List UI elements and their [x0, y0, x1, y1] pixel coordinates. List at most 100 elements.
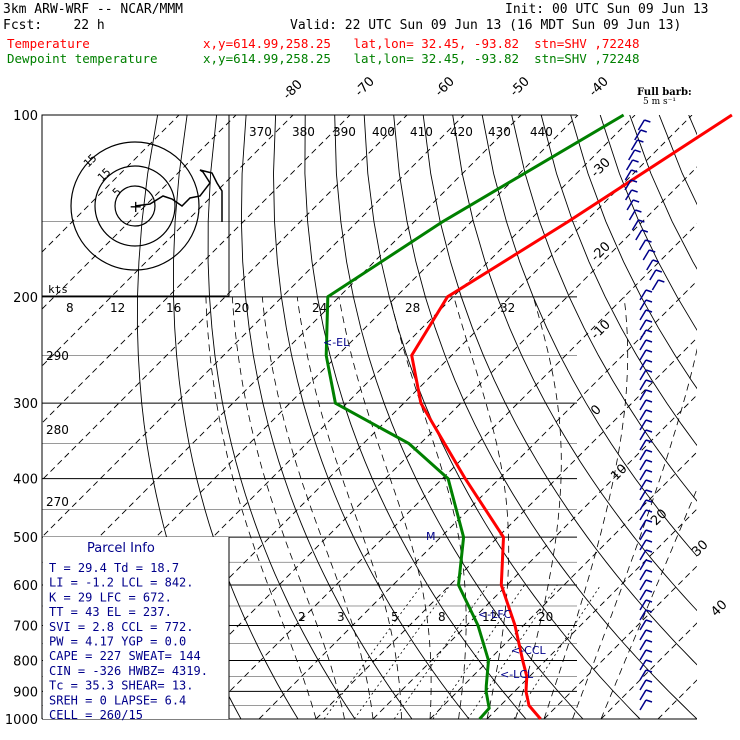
wind-barb [639, 379, 653, 391]
wind-barb [639, 349, 653, 361]
mixing-ratio-label: 8 [438, 610, 446, 624]
isotherm-line [429, 451, 697, 719]
dry-adiabat [599, 115, 697, 331]
wind-barb [639, 439, 653, 451]
ccl-marker: <-CCL [511, 644, 547, 657]
hodograph-trace [134, 169, 223, 222]
pressure-tick-label: 700 [13, 619, 38, 634]
wind-barb [639, 599, 653, 611]
dry-adiabat [629, 115, 697, 270]
wind-barb [639, 699, 653, 711]
wind-barb [639, 399, 653, 411]
theta-label: 390 [333, 125, 356, 139]
parcel-info-row: CAPE = 227 SWEAT= 144 [49, 649, 201, 663]
wind-barb [639, 339, 653, 351]
isotherm-line [42, 115, 351, 424]
hodograph-ring-label: 5 [110, 185, 124, 199]
parcel-info-row: SREH = 0 LAPSE= 6.4 [49, 693, 186, 707]
wind-barb [639, 529, 653, 541]
wind-speed-label: 32 [500, 301, 515, 315]
moist-adiabat [572, 348, 697, 719]
theta-label: 420 [450, 125, 473, 139]
moist-adiabat [205, 296, 317, 719]
wind-barb [637, 119, 651, 131]
isotherm-label: -10 [588, 317, 614, 343]
hodograph-ring-inner [114, 185, 156, 227]
wind-barb [639, 389, 653, 401]
isotherm-line [258, 280, 697, 719]
wind-barb [624, 189, 638, 201]
parcel-info-panel: Parcel Info T = 29.4 Td = 18.7LI = -1.2 … [43, 537, 230, 722]
hodograph-ring-outer [70, 141, 200, 271]
parcel-info-row: T = 29.4 Td = 18.7 [49, 561, 179, 575]
isotherm-line [543, 565, 697, 719]
wind-barb [642, 249, 656, 261]
wind-barb [628, 149, 641, 161]
wind-barb [639, 289, 653, 301]
isotherm-label: -60 [432, 74, 458, 100]
mixing-ratio-label: 12 [482, 610, 497, 624]
wind-speed-label: 12 [110, 301, 125, 315]
isotherm-label: 10 [608, 462, 630, 484]
wind-barb [635, 229, 649, 241]
theta-left-label: 280 [46, 423, 69, 437]
temperature-legend: Temperature [7, 36, 90, 51]
wind-barb [646, 259, 659, 271]
mixing-ratio-line [393, 584, 489, 719]
mixing-ratio-label: 3 [337, 610, 345, 624]
isotherm-line [657, 679, 697, 719]
pressure-tick-label: 800 [13, 654, 38, 669]
isotherm-line [486, 508, 697, 719]
parcel-info-title: Parcel Info [87, 541, 155, 556]
wind-barb [639, 659, 653, 671]
theta-label: 370 [249, 125, 272, 139]
wind-barb [639, 459, 653, 471]
moist-adiabat [261, 296, 374, 719]
wind-barb [639, 559, 653, 571]
theta-label: 410 [410, 125, 433, 139]
isotherm-line [42, 115, 180, 253]
wind-barb [630, 139, 644, 151]
pressure-tick-label: 100 [13, 109, 38, 124]
wind-barb [639, 419, 653, 431]
parcel-info-row: PW = 4.17 YGP = 0.0 [49, 635, 186, 649]
hodograph-ring-middle [94, 165, 176, 247]
full-barb-label: Full barb: [637, 87, 692, 98]
dry-adiabat [688, 115, 697, 136]
dry-adiabat [273, 115, 470, 719]
wind-speed-label: 24 [312, 301, 327, 315]
wind-barb [639, 409, 653, 421]
wind-barb [626, 199, 640, 211]
wind-barb [639, 649, 653, 661]
parcel-info-row: CIN = -326 HWBZ= 4319. [49, 664, 208, 678]
forecast-hour: Fcst: 22 h [3, 18, 105, 33]
lfc-marker: <-LFC [478, 608, 512, 621]
isotherm-label: -50 [507, 74, 533, 100]
hodograph-frame [41, 114, 230, 297]
dewpoint-legend: Dewpoint temperature [7, 51, 158, 66]
pressure-tick-label: 200 [13, 291, 38, 306]
full-barb-units: 5 m s⁻¹ [643, 97, 676, 107]
theta-label: 430 [488, 125, 511, 139]
isotherm-line [600, 622, 697, 719]
wind-barb [624, 179, 638, 191]
isotherm-line [42, 115, 237, 310]
wind-barb [638, 239, 652, 251]
theta-label: 400 [372, 125, 395, 139]
temperature-info: x,y=614.99,258.25 lat,lon= 32.45, -93.82… [203, 36, 640, 51]
pressure-tick-label: 500 [13, 531, 38, 546]
wind-barb [624, 169, 638, 181]
wind-barb [639, 359, 653, 371]
isotherm-line [144, 166, 697, 719]
isotherm-label: -40 [586, 74, 612, 100]
wind-barb [639, 319, 653, 331]
wind-barbs [624, 119, 665, 711]
isotherm-label: -30 [588, 155, 614, 181]
wind-barb [639, 679, 653, 691]
wind-barb [639, 499, 653, 511]
wind-barb [639, 579, 653, 591]
wind-barb [634, 129, 647, 141]
wind-barb [639, 549, 653, 561]
wind-barb [639, 539, 653, 551]
